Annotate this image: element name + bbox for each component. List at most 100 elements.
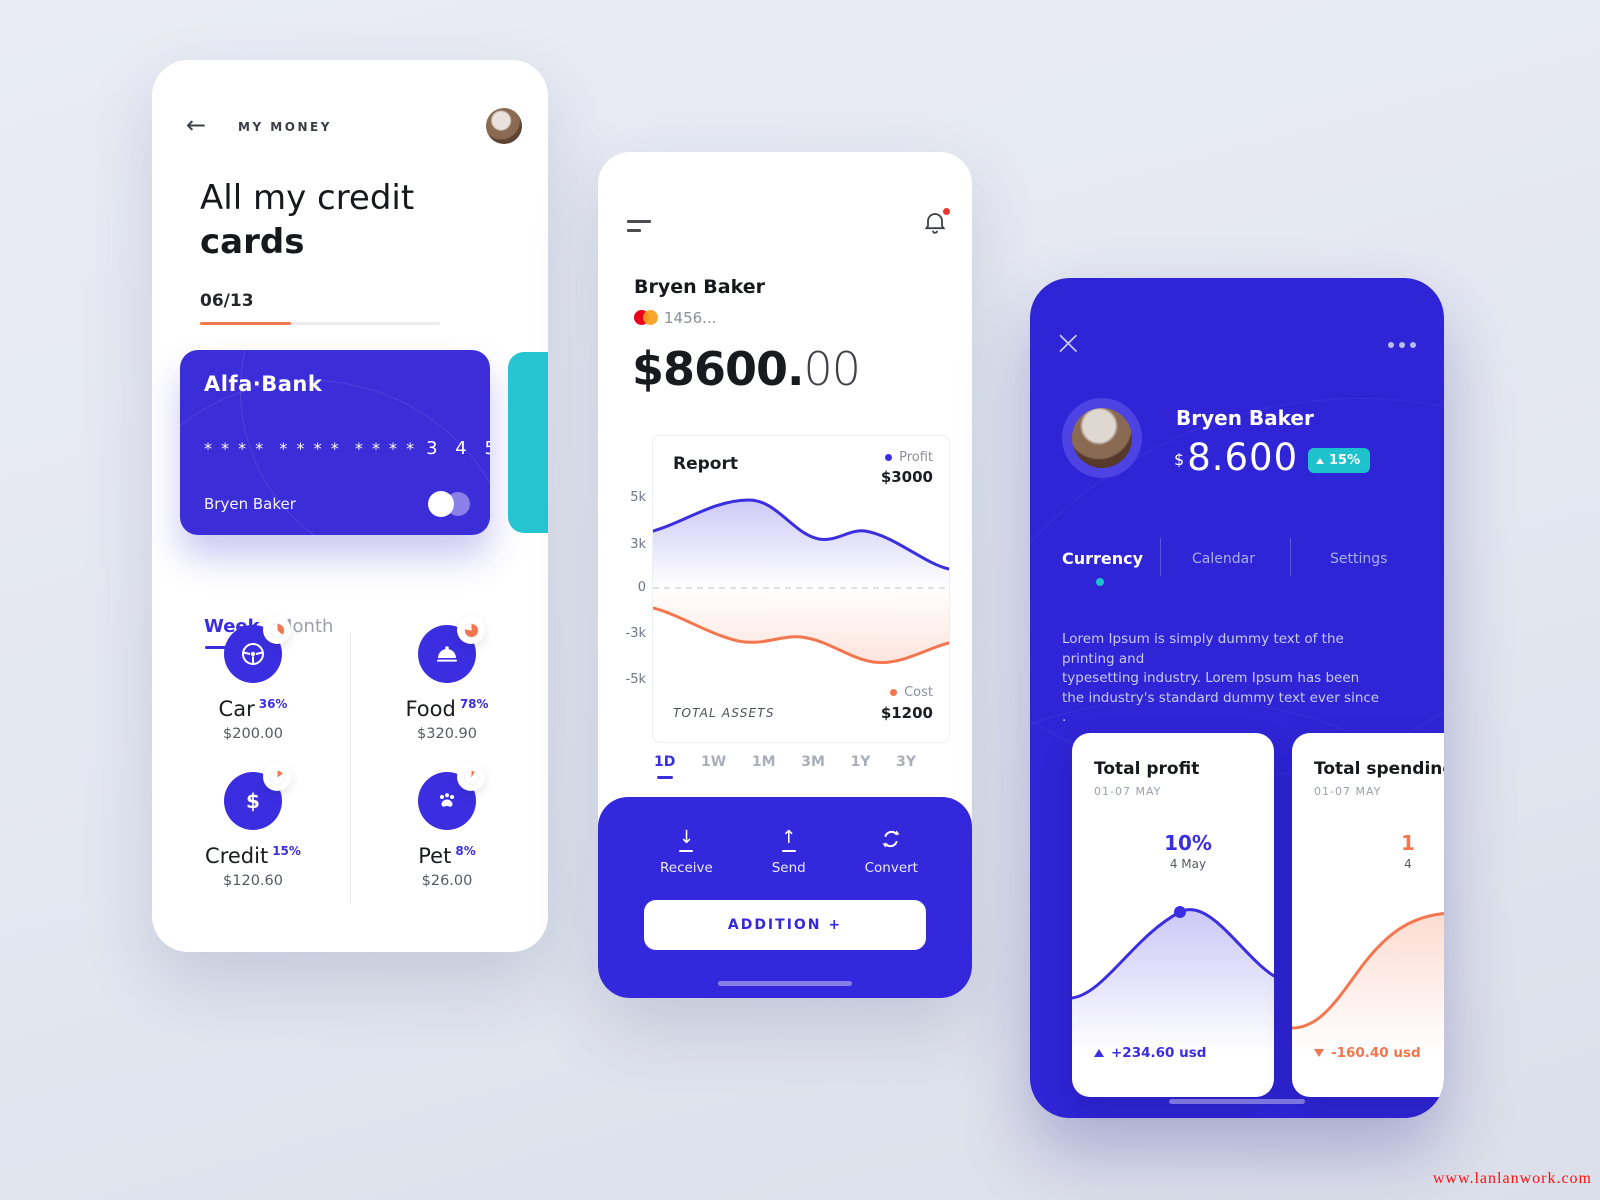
category-pie-badge xyxy=(263,616,291,644)
description-text: Lorem Ipsum is simply dummy text of the … xyxy=(1062,630,1382,728)
card-progress-fill xyxy=(200,322,292,325)
user-name: Bryen Baker xyxy=(634,276,765,298)
menu-icon[interactable] xyxy=(627,220,651,232)
range-tab-3m[interactable]: 3M xyxy=(801,754,825,770)
peak-marker-dot xyxy=(1174,906,1186,918)
convert-arrows-icon xyxy=(865,829,918,852)
profit-footer: +234.60 usd xyxy=(1094,1045,1206,1061)
notification-dot xyxy=(943,208,950,215)
down-triangle-icon xyxy=(1314,1049,1324,1057)
category-percent: 78% xyxy=(459,697,489,711)
category-label: Credit xyxy=(205,844,269,868)
receive-label: Receive xyxy=(660,860,713,876)
description-line: the industry's standard dummy text ever … xyxy=(1062,689,1380,726)
cost-line xyxy=(653,606,949,665)
growth-badge-percent: 15% xyxy=(1329,453,1361,468)
category-food[interactable]: Food 78% $320.90 xyxy=(367,616,527,742)
total-spending-card[interactable]: Total spending 01-07 MAY 1 4 -160.40 usd xyxy=(1292,733,1444,1097)
tab-calendar[interactable]: Calendar xyxy=(1192,551,1255,567)
y-tick: -5k xyxy=(625,672,647,687)
category-amount: $200.00 xyxy=(223,726,283,742)
page-title-line2: cards xyxy=(200,222,305,262)
spending-footer-value: -160.40 usd xyxy=(1331,1045,1421,1061)
y-tick: -3k xyxy=(625,626,647,641)
notification-bell-icon[interactable] xyxy=(924,208,950,238)
food-cloche-icon xyxy=(418,625,476,683)
range-tab-3y[interactable]: 3Y xyxy=(896,754,916,770)
page-title-line1: All my credit xyxy=(200,178,415,218)
legend-profit: Profit xyxy=(885,450,933,465)
mastercard-icon xyxy=(634,310,660,326)
active-tab-dot xyxy=(1096,578,1104,586)
range-tab-1d[interactable]: 1D xyxy=(654,754,676,770)
profit-dot-icon xyxy=(885,454,893,461)
convert-label: Convert xyxy=(864,860,918,876)
profile-balance: $ 8.600 xyxy=(1174,436,1298,479)
cost-value: $1200 xyxy=(880,704,933,722)
category-label: Pet xyxy=(418,844,452,868)
home-indicator[interactable] xyxy=(718,981,852,986)
category-pie-badge xyxy=(263,763,291,791)
credit-card-next-peek[interactable] xyxy=(508,352,548,533)
category-percent: 36% xyxy=(258,697,288,711)
avatar-ring[interactable] xyxy=(1062,398,1142,478)
bank-name: Alfa·Bank xyxy=(204,372,323,396)
more-options-icon[interactable] xyxy=(1388,342,1416,348)
up-triangle-icon xyxy=(1316,457,1324,464)
category-credit[interactable]: $ Credit 15% $120.60 xyxy=(173,763,333,889)
grid-divider xyxy=(350,632,351,904)
category-pet[interactable]: Pet 8% $26.00 xyxy=(367,763,527,889)
tab-settings[interactable]: Settings xyxy=(1330,551,1388,567)
category-amount: $120.60 xyxy=(223,873,283,889)
tab-week-underline xyxy=(205,646,231,649)
pie-chart-icon xyxy=(269,622,285,638)
card-number-last4: 3 4 5 6 xyxy=(426,438,490,459)
close-icon[interactable]: × xyxy=(1054,323,1083,363)
back-arrow-icon[interactable]: ← xyxy=(186,111,207,139)
send-button[interactable]: ↑ Send xyxy=(772,829,806,877)
spending-card-range: 01-07 MAY xyxy=(1314,785,1382,798)
card-last-digits: 1456... xyxy=(664,309,717,327)
category-car[interactable]: Car 36% $200.00 xyxy=(173,616,333,742)
card-holder-name: Bryen Baker xyxy=(204,495,296,513)
total-profit-card[interactable]: Total profit 01-07 MAY 10% 4 May +234.60… xyxy=(1072,733,1274,1097)
watermark: www.lanlanwork.com xyxy=(1432,1170,1592,1187)
cost-dot-icon xyxy=(890,689,898,696)
addition-button[interactable]: ADDITION + xyxy=(644,900,926,950)
receive-button[interactable]: ↓ Receive xyxy=(660,829,713,877)
tab-currency[interactable]: Currency xyxy=(1062,549,1144,568)
report-area-chart xyxy=(653,498,949,665)
page-title: All my credit cards xyxy=(200,176,414,264)
category-amount: $26.00 xyxy=(421,873,473,889)
profit-mini-chart xyxy=(1072,906,1274,1058)
pie-chart-icon xyxy=(463,622,479,638)
legend-profit-label: Profit xyxy=(899,450,933,465)
spending-mini-chart xyxy=(1292,911,1444,1058)
tab-month[interactable]: Month xyxy=(277,616,334,637)
avatar[interactable] xyxy=(486,108,522,144)
card-toggle[interactable] xyxy=(424,491,470,517)
arrow-baseline xyxy=(679,850,694,852)
avatar xyxy=(1072,408,1132,468)
arrow-baseline xyxy=(781,850,796,852)
range-tab-1w[interactable]: 1W xyxy=(701,754,727,770)
y-tick: 0 xyxy=(637,580,646,595)
time-range-tabs: 1D 1W 1M 3M 1Y 3Y xyxy=(654,754,916,770)
growth-badge: 15% xyxy=(1308,448,1371,473)
range-tab-1m[interactable]: 1M xyxy=(751,754,776,770)
screen-profile: × Bryen Baker $ 8.600 15% Currency Calen… xyxy=(1030,278,1444,1118)
y-tick: 5k xyxy=(630,490,646,505)
credit-card-alfa-bank[interactable]: Alfa·Bank * * * * * * * * * * * * 3 4 5 6… xyxy=(180,350,490,535)
toggle-knob xyxy=(428,491,454,517)
pie-chart-icon xyxy=(269,769,285,785)
convert-button[interactable]: Convert xyxy=(865,829,918,876)
screen-balance: Bryen Baker 1456... $8600.00 Report Prof… xyxy=(598,152,972,998)
range-tab-1y[interactable]: 1Y xyxy=(850,754,871,770)
pie-chart-icon xyxy=(463,769,479,785)
profit-card-range: 01-07 MAY xyxy=(1094,785,1162,798)
home-indicator[interactable] xyxy=(1169,1099,1305,1104)
category-amount: $320.90 xyxy=(417,726,477,742)
tab-divider xyxy=(1160,538,1161,576)
currency-symbol: $ xyxy=(1174,450,1185,469)
profit-date: 4 May xyxy=(1169,857,1207,871)
